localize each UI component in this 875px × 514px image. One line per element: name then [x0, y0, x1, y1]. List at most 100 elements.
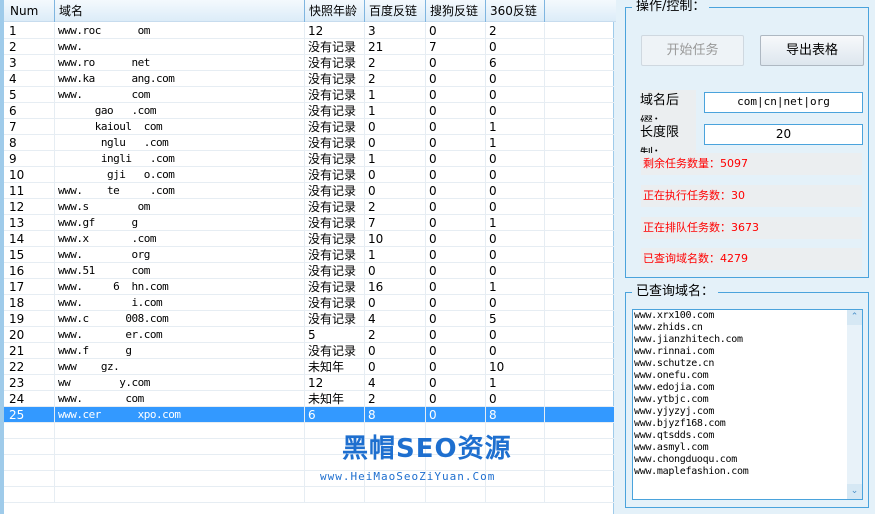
table-row[interactable]: 3 www.ro net 没有记录 2 0 6: [4, 55, 614, 71]
list-item[interactable]: www.onefu.com: [634, 370, 709, 381]
cell-domain: www. te .com: [55, 183, 305, 199]
cell-num: 17: [6, 279, 55, 295]
table-row[interactable]: 20 www. er.com 5 2 0 0: [4, 327, 614, 343]
cell-age: 没有记录: [305, 247, 365, 263]
header-baidu[interactable]: 百度反链: [365, 0, 426, 22]
scroll-down-icon[interactable]: ⌄: [847, 484, 862, 499]
table-row[interactable]: 22 www gz. 未知年 0 0 10: [4, 359, 614, 375]
cell-baidu: 3: [365, 23, 426, 39]
list-item[interactable]: www.edojia.com: [634, 382, 715, 393]
table-row[interactable]: 9 ingli .com 没有记录 1 0 0: [4, 151, 614, 167]
table-row[interactable]: 12 www.s om 没有记录 2 0 0: [4, 199, 614, 215]
list-item[interactable]: www.bjyzf168.com: [634, 418, 726, 429]
cell-age: 没有记录: [305, 279, 365, 295]
list-item[interactable]: www.ytbjc.com: [634, 394, 709, 405]
table-row[interactable]: 13 www.gf g 没有记录 7 0 1: [4, 215, 614, 231]
empty-cell: [486, 455, 545, 471]
cell-360: 0: [486, 151, 545, 167]
list-item[interactable]: www.asmyl.com: [634, 442, 709, 453]
empty-cell: [365, 439, 426, 455]
length-input[interactable]: 20: [704, 124, 863, 145]
table-row[interactable]: 21 www.f g 没有记录 0 0 0: [4, 343, 614, 359]
table-row[interactable]: 6 gao .com 没有记录 1 0 0: [4, 103, 614, 119]
cell-360: 1: [486, 215, 545, 231]
header-age[interactable]: 快照年龄: [305, 0, 365, 22]
cell-domain: www.ka ang.com: [55, 71, 305, 87]
empty-cell: [365, 423, 426, 439]
list-item[interactable]: www.xrx100.com: [634, 310, 715, 321]
cell-num: 2: [6, 39, 55, 55]
table-row[interactable]: 24 www. com 未知年 2 0 0: [4, 391, 614, 407]
cell-sogou: 0: [426, 119, 486, 135]
export-table-button[interactable]: 导出表格: [760, 35, 864, 66]
cell-age: 没有记录: [305, 39, 365, 55]
cell-age: 12: [305, 23, 365, 39]
table-row[interactable]: 2 www. 没有记录 21 7 0: [4, 39, 614, 55]
list-item[interactable]: www.qtsdds.com: [634, 430, 715, 441]
list-item[interactable]: www.yjyzyj.com: [634, 406, 715, 417]
list-item[interactable]: www.maplefashion.com: [634, 466, 749, 477]
cell-baidu: 4: [365, 375, 426, 391]
empty-cell: [365, 487, 426, 503]
cell-age: 没有记录: [305, 151, 365, 167]
cell-num: 7: [6, 119, 55, 135]
start-task-button[interactable]: 开始任务: [641, 35, 744, 66]
table-row[interactable]: 18 www. i.com 没有记录 0 0 0: [4, 295, 614, 311]
cell-num: 8: [6, 135, 55, 151]
list-item[interactable]: www.jianzhitech.com: [634, 334, 743, 345]
header-domain[interactable]: 域名: [55, 0, 305, 22]
cell-age: 没有记录: [305, 87, 365, 103]
table-row[interactable]: 10 gji o.com 没有记录 0 0 0: [4, 167, 614, 183]
cell-domain: gao .com: [55, 103, 305, 119]
queried-group: 已查询域名：: [625, 284, 869, 508]
cell-sogou: 0: [426, 247, 486, 263]
list-item[interactable]: www.schutze.cn: [634, 358, 715, 369]
header-360[interactable]: 360反链: [486, 0, 545, 22]
table-row[interactable]: 14 www.x .com 没有记录 10 0 0: [4, 231, 614, 247]
cell-age: 6: [305, 407, 365, 423]
table-row[interactable]: 15 www. org 没有记录 1 0 0: [4, 247, 614, 263]
table-row[interactable]: 23 ww y.com 12 4 0 1: [4, 375, 614, 391]
table-row[interactable]: 1 www.roc om 12 3 0 2: [4, 23, 614, 39]
table-row[interactable]: 17 www. 6 hn.com 没有记录 16 0 1: [4, 279, 614, 295]
scrollbar[interactable]: ⌃ ⌄: [847, 310, 862, 499]
empty-cell: [426, 471, 486, 487]
table-row[interactable]: 7 kaioul com 没有记录 0 0 1: [4, 119, 614, 135]
table-row[interactable]: 8 nglu .com 没有记录 0 0 1: [4, 135, 614, 151]
list-item[interactable]: www.zhids.cn: [634, 322, 703, 333]
cell-baidu: 10: [365, 231, 426, 247]
queried-domain-list[interactable]: www.xrx100.com www.zhids.cn www.jianzhitec…: [632, 309, 863, 500]
table-row[interactable]: 4 www.ka ang.com 没有记录 2 0 0: [4, 71, 614, 87]
empty-cell: [305, 423, 365, 439]
control-group: 操作/控制：: [625, 0, 869, 278]
cell-baidu: 0: [365, 119, 426, 135]
empty-cell: [365, 455, 426, 471]
cell-sogou: 0: [426, 103, 486, 119]
queried-group-title: 已查询域名：: [632, 284, 719, 300]
header-sogou[interactable]: 搜狗反链: [426, 0, 486, 22]
cell-sogou: 0: [426, 167, 486, 183]
results-table[interactable]: Num 域名 快照年龄 百度反链 搜狗反链 360反链 1 www.roc om 1…: [0, 0, 616, 514]
cell-baidu: 0: [365, 295, 426, 311]
cell-sogou: 0: [426, 263, 486, 279]
empty-cell: [55, 455, 305, 471]
table-row[interactable]: 25 www.cer xpo.com 6 8 0 8: [4, 407, 614, 423]
table-header: Num 域名 快照年龄 百度反链 搜狗反链 360反链: [4, 0, 616, 22]
cell-360: 6: [486, 55, 545, 71]
list-item[interactable]: www.rinnai.com: [634, 346, 715, 357]
table-row[interactable]: 11 www. te .com 没有记录 0 0 0: [4, 183, 614, 199]
table-row[interactable]: 19 www.c 008.com 没有记录 4 0 5: [4, 311, 614, 327]
cell-age: 没有记录: [305, 167, 365, 183]
table-row[interactable]: 5 www. com 没有记录 1 0 0: [4, 87, 614, 103]
empty-cell: [426, 439, 486, 455]
cell-num: 21: [6, 343, 55, 359]
header-num[interactable]: Num: [6, 0, 55, 22]
cell-360: 0: [486, 87, 545, 103]
cell-num: 3: [6, 55, 55, 71]
scroll-up-icon[interactable]: ⌃: [847, 310, 862, 325]
suffix-input[interactable]: com|cn|net|org: [704, 92, 863, 113]
cell-num: 11: [6, 183, 55, 199]
list-item[interactable]: www.chongduoqu.com: [634, 454, 737, 465]
empty-cell: [305, 455, 365, 471]
table-row[interactable]: 16 www.51 com 没有记录 0 0 0: [4, 263, 614, 279]
